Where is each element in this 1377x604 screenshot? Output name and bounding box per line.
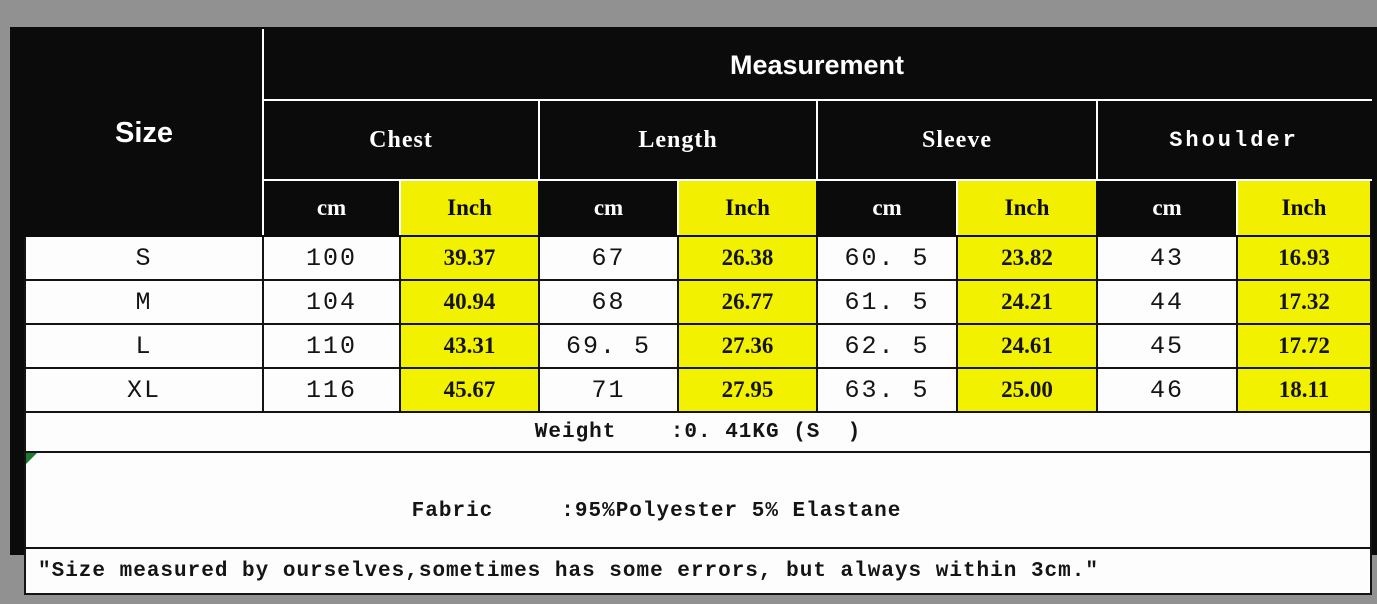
cell-sleeve-inch: 23.82 (956, 235, 1098, 281)
cell-length-cm: 71 (538, 367, 679, 413)
cell-shoulder-inch: 17.32 (1236, 279, 1372, 325)
cell-chest-inch: 45.67 (399, 367, 540, 413)
size-column-header: Size (24, 29, 264, 237)
cell-chest-inch: 40.94 (399, 279, 540, 325)
unit-header-length-inch: Inch (677, 179, 818, 237)
table-row-s: S 100 39.37 67 26.38 60. 5 23.82 43 16.9… (24, 235, 1372, 281)
cell-chest-cm: 104 (262, 279, 401, 325)
fabric-text: Fabric :95%Polyester 5% Elastane (411, 500, 902, 523)
cell-sleeve-cm: 63. 5 (816, 367, 958, 413)
weight-row: Weight :0. 41KG (S ) (24, 411, 1372, 453)
cell-sleeve-cm: 62. 5 (816, 323, 958, 369)
cell-sleeve-cm: 60. 5 (816, 235, 958, 281)
cell-shoulder-inch: 17.72 (1236, 323, 1372, 369)
cell-length-inch: 27.36 (677, 323, 818, 369)
cell-length-cm: 69. 5 (538, 323, 679, 369)
cell-comment-marker-icon (27, 454, 37, 464)
unit-header-shoulder-inch: Inch (1236, 179, 1372, 237)
measurement-header: Measurement (262, 29, 1372, 101)
group-header-length: Length (538, 99, 818, 181)
unit-header-sleeve-cm: cm (816, 179, 958, 237)
cell-size: S (24, 235, 264, 281)
unit-header-chest-cm: cm (262, 179, 401, 237)
cell-chest-cm: 110 (262, 323, 401, 369)
cell-length-cm: 67 (538, 235, 679, 281)
table-row-m: M 104 40.94 68 26.77 61. 5 24.21 44 17.3… (24, 279, 1372, 325)
cell-chest-inch: 39.37 (399, 235, 540, 281)
fabric-row: Fabric :95%Polyester 5% Elastane (24, 451, 1372, 549)
cell-sleeve-inch: 24.61 (956, 323, 1098, 369)
cell-shoulder-cm: 46 (1096, 367, 1238, 413)
cell-sleeve-inch: 24.21 (956, 279, 1098, 325)
unit-header-chest-inch: Inch (399, 179, 540, 237)
cell-shoulder-cm: 45 (1096, 323, 1238, 369)
cell-length-inch: 26.77 (677, 279, 818, 325)
cell-chest-cm: 116 (262, 367, 401, 413)
group-header-shoulder: Shoulder (1096, 99, 1372, 181)
cell-length-inch: 26.38 (677, 235, 818, 281)
cell-sleeve-cm: 61. 5 (816, 279, 958, 325)
size-chart-table: Size Measurement Chest Length Sleeve Sho… (24, 29, 1372, 595)
cell-sleeve-inch: 25.00 (956, 367, 1098, 413)
unit-header-shoulder-cm: cm (1096, 179, 1238, 237)
cell-length-inch: 27.95 (677, 367, 818, 413)
cell-chest-inch: 43.31 (399, 323, 540, 369)
size-chart-table-frame: Size Measurement Chest Length Sleeve Sho… (10, 27, 1377, 595)
group-header-chest: Chest (262, 99, 540, 181)
cell-chest-cm: 100 (262, 235, 401, 281)
table-row-l: L 110 43.31 69. 5 27.36 62. 5 24.61 45 1… (24, 323, 1372, 369)
cell-shoulder-inch: 16.93 (1236, 235, 1372, 281)
group-header-sleeve: Sleeve (816, 99, 1098, 181)
table-row-xl: XL 116 45.67 71 27.95 63. 5 25.00 46 18.… (24, 367, 1372, 413)
disclaimer-note: ″Size measured by ourselves,sometimes ha… (24, 547, 1372, 595)
cell-size: XL (24, 367, 264, 413)
cell-shoulder-cm: 44 (1096, 279, 1238, 325)
cell-size: M (24, 279, 264, 325)
cell-size: L (24, 323, 264, 369)
cell-shoulder-inch: 18.11 (1236, 367, 1372, 413)
cell-shoulder-cm: 43 (1096, 235, 1238, 281)
unit-header-sleeve-inch: Inch (956, 179, 1098, 237)
cell-length-cm: 68 (538, 279, 679, 325)
unit-header-length-cm: cm (538, 179, 679, 237)
